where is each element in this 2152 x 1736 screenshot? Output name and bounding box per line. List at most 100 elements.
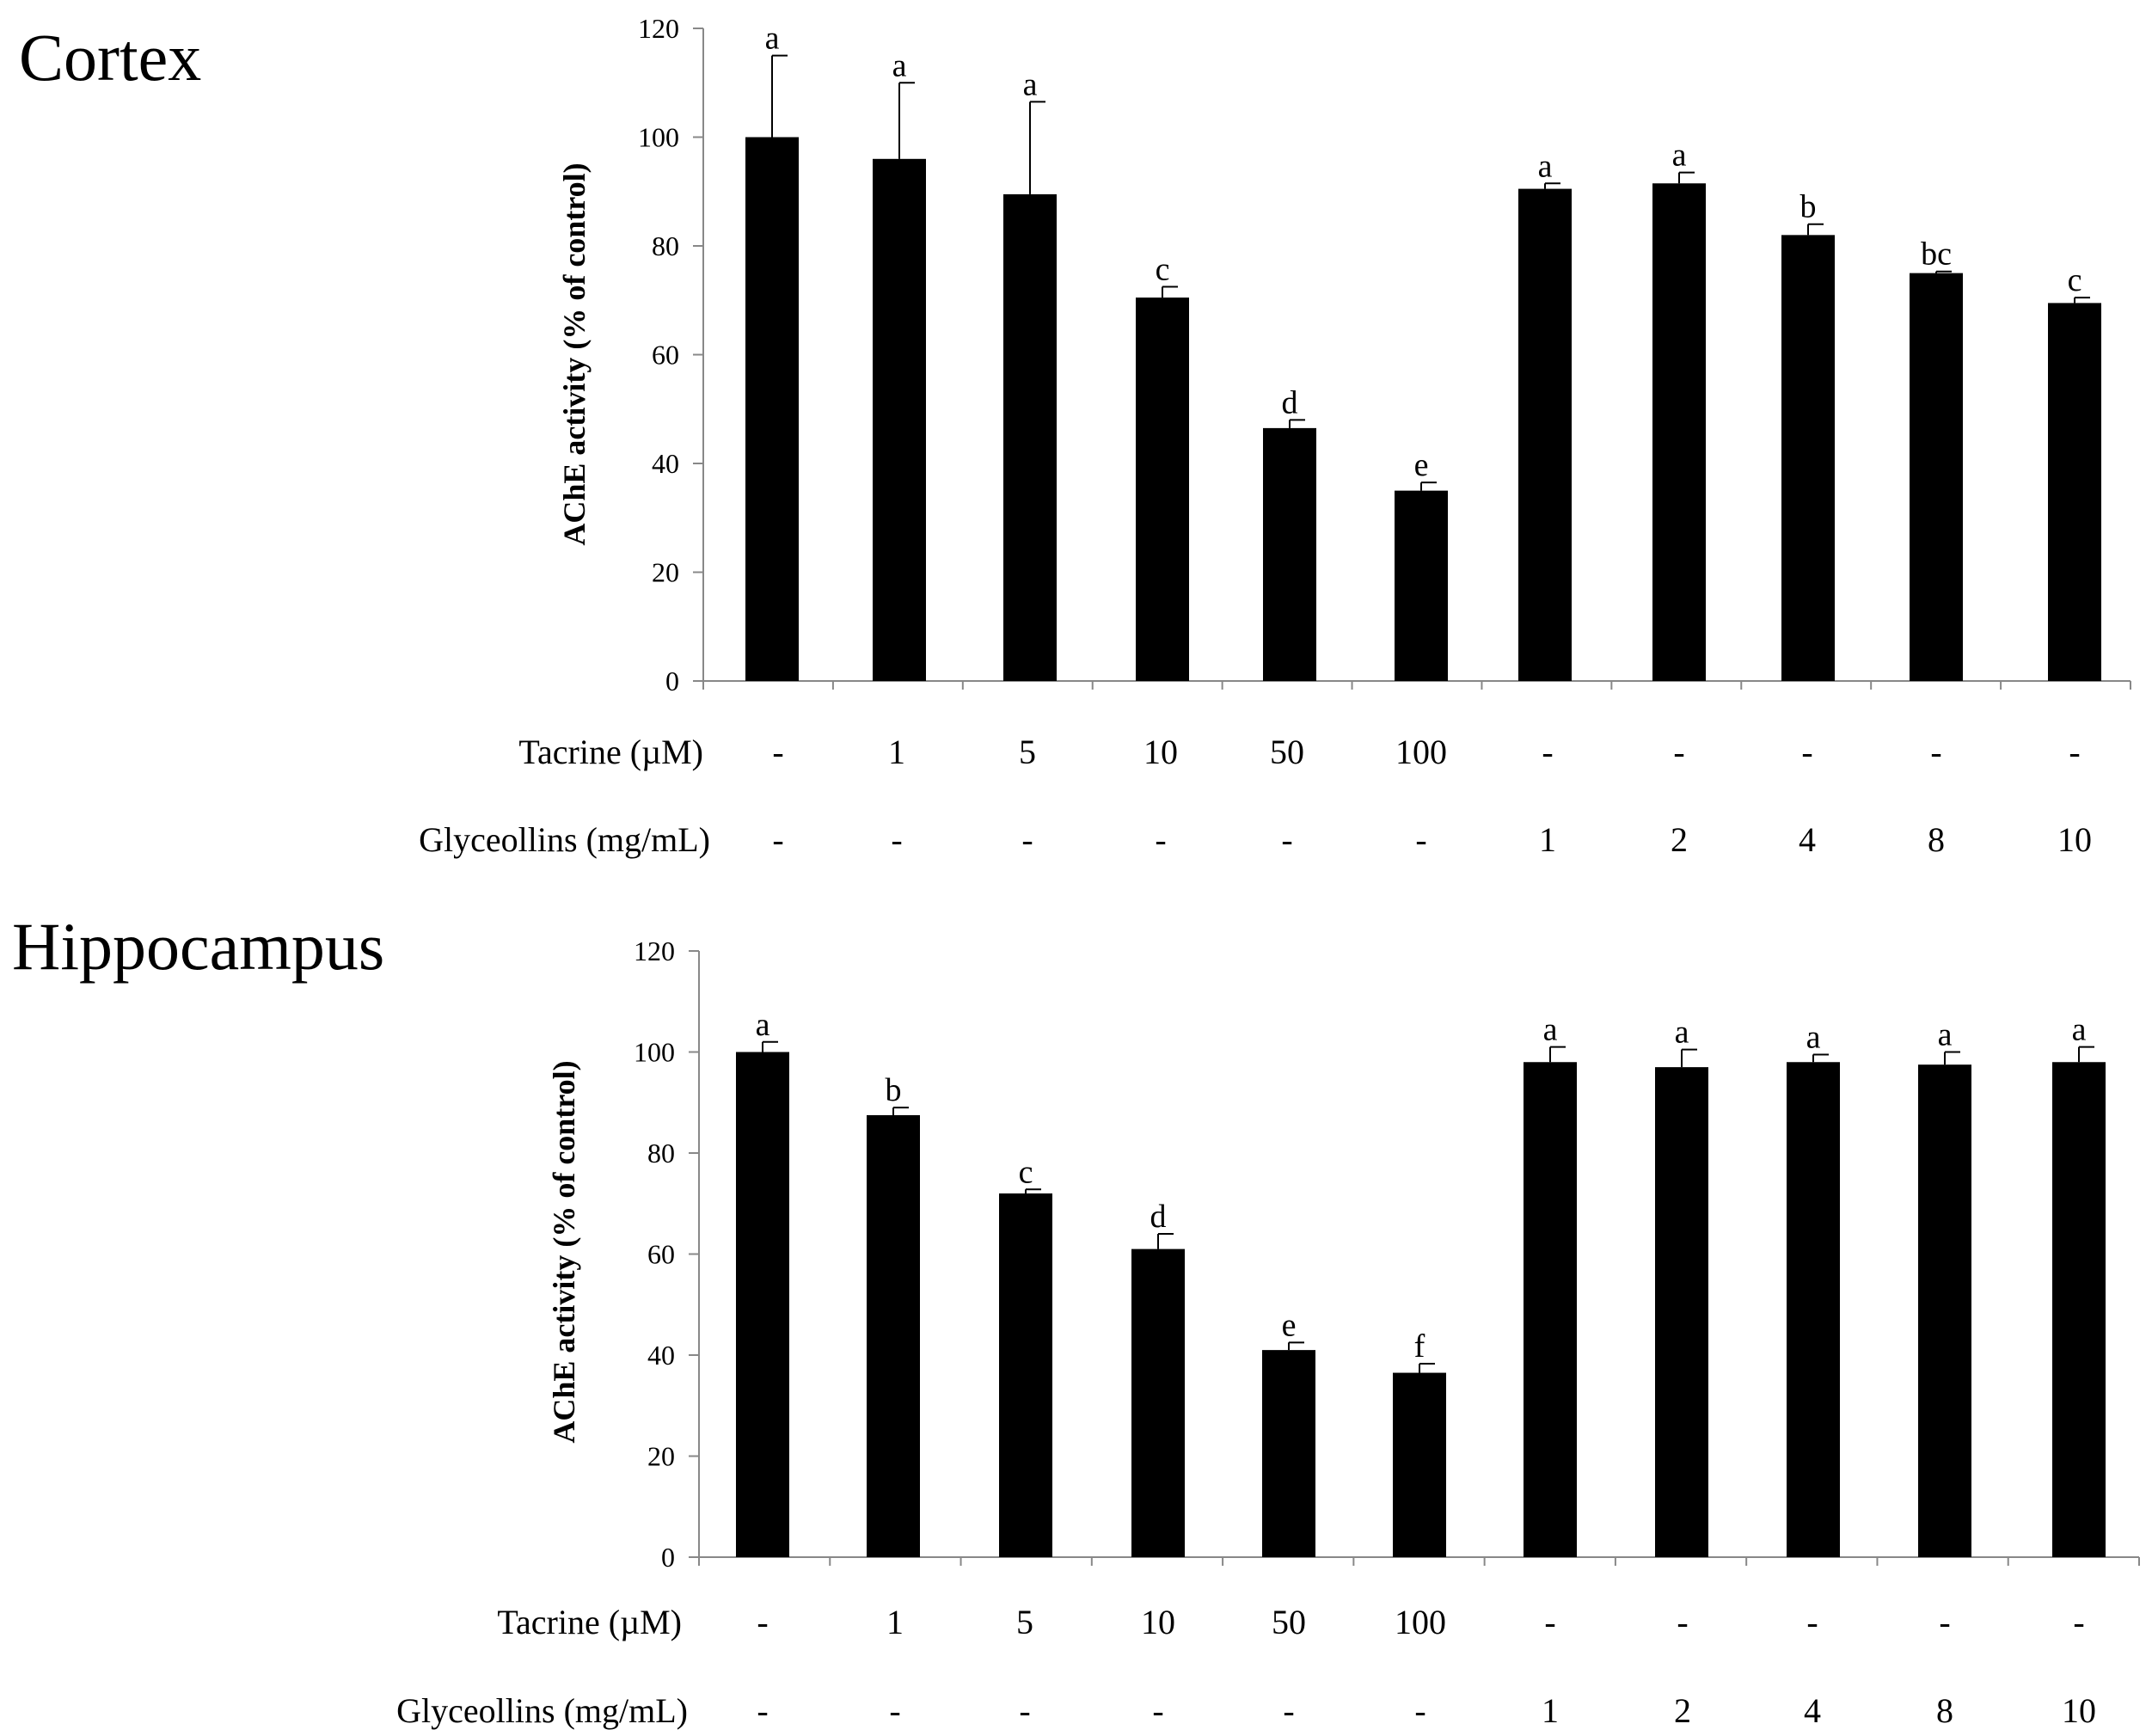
panel2-tacrine-dose: - bbox=[1939, 1603, 1950, 1641]
panel2-significance-letter: a bbox=[1675, 1015, 1689, 1051]
panel2-glyceollins-dose: - bbox=[757, 1691, 768, 1730]
panel1-tacrine-dose: 1 bbox=[888, 733, 905, 771]
panel2-y-tick-label: 0 bbox=[661, 1542, 675, 1573]
panel1-significance-letter: a bbox=[1023, 66, 1038, 102]
panel2-bar bbox=[867, 1114, 920, 1557]
panel2-bar bbox=[1524, 1062, 1577, 1557]
panel2-significance-letter: a bbox=[1938, 1017, 1953, 1053]
panel2-y-tick-label: 20 bbox=[647, 1441, 675, 1472]
panel2-significance-letter: a bbox=[1543, 1012, 1558, 1048]
panel1-significance-letter: c bbox=[2068, 262, 2082, 298]
panel1-y-tick-label: 0 bbox=[665, 666, 679, 696]
panel1-glyceollins-dose: 2 bbox=[1671, 820, 1688, 859]
panel2-bar bbox=[1131, 1248, 1185, 1557]
panel2-tacrine-dose: - bbox=[1806, 1603, 1818, 1641]
panel1-bar bbox=[2048, 303, 2101, 681]
panel2-y-tick-label: 60 bbox=[647, 1239, 675, 1270]
panel2-glyceollins-dose: 8 bbox=[1936, 1691, 1953, 1730]
panel2-tacrine-dose: - bbox=[2073, 1603, 2084, 1641]
panel1-glyceollins-dose: 1 bbox=[1539, 820, 1556, 859]
panel2-y-tick-label: 80 bbox=[647, 1138, 675, 1169]
panel1-bar bbox=[1136, 298, 1189, 681]
panel1-significance-letter: a bbox=[1538, 148, 1553, 184]
panel2-glyceollins-dose: - bbox=[1152, 1691, 1163, 1730]
panel2-y-tick-label: 120 bbox=[634, 935, 675, 966]
panel2-glyceollins-dose: - bbox=[889, 1691, 900, 1730]
panel1-tacrine-dose: 5 bbox=[1019, 733, 1036, 771]
panel2-significance-letter: c bbox=[1019, 1154, 1033, 1190]
panel2-tacrine-dose: - bbox=[757, 1603, 768, 1641]
panel1-bar bbox=[1263, 427, 1316, 681]
panel1-tacrine-label: Tacrine (µM) bbox=[518, 733, 703, 771]
panel1-significance-letter: c bbox=[1156, 251, 1170, 287]
panel1-glyceollins-dose: 4 bbox=[1799, 820, 1816, 859]
panel1-glyceollins-dose: 8 bbox=[1928, 820, 1945, 859]
panel1-significance-letter: d bbox=[1282, 384, 1298, 420]
panel1-y-tick-label: 80 bbox=[652, 230, 679, 261]
panel1-glyceollins-dose: 10 bbox=[2057, 820, 2092, 859]
panel2-tacrine-dose: 5 bbox=[1016, 1603, 1033, 1641]
panel1-bar bbox=[1003, 193, 1057, 682]
panel1-glyceollins-dose: - bbox=[1281, 820, 1292, 859]
panel1-tacrine-dose: 50 bbox=[1270, 733, 1304, 771]
panel1-significance-letter: a bbox=[892, 47, 907, 83]
panel1-glyceollins-dose: - bbox=[772, 820, 783, 859]
panel1-bar bbox=[745, 137, 799, 681]
panel2-bar bbox=[736, 1052, 789, 1557]
panel1-y-tick-label: 40 bbox=[652, 448, 679, 479]
panel2-significance-letter: e bbox=[1282, 1307, 1297, 1343]
panel1-significance-letter: a bbox=[765, 21, 780, 57]
panel1-bar bbox=[1395, 490, 1448, 681]
panel2-y-axis-title: AChE activity (% of control) bbox=[547, 1060, 581, 1443]
panel2-glyceollins-dose: 1 bbox=[1542, 1691, 1559, 1730]
panel2-glyceollins-dose: 4 bbox=[1804, 1691, 1821, 1730]
cortex-chart: 0 20 40 60 80 100 120 AChE activity (% of contr… bbox=[419, 13, 2131, 859]
panel1-significance-letter: b bbox=[1800, 189, 1817, 225]
panel2-glyceollins-dose: 10 bbox=[2062, 1691, 2096, 1730]
panel2-bar bbox=[1655, 1067, 1708, 1557]
panel2-tacrine-label: Tacrine (µM) bbox=[497, 1603, 682, 1641]
panel2-glyceollins-dose: 2 bbox=[1674, 1691, 1691, 1730]
panel1-tacrine-dose: - bbox=[1801, 733, 1812, 771]
panel1-y-tick-label: 60 bbox=[652, 340, 679, 371]
panel2-tacrine-dose: - bbox=[1677, 1603, 1688, 1641]
panel1-bar bbox=[1910, 273, 1963, 681]
panel2-tacrine-dose: - bbox=[1544, 1603, 1555, 1641]
panel1-tacrine-dose: 100 bbox=[1395, 733, 1447, 771]
panel1-bar bbox=[1652, 183, 1706, 681]
hippocampus-chart: 0 20 40 60 80 100 120 AChE activity (% of contr… bbox=[396, 935, 2140, 1730]
panel2-significance-letter: a bbox=[756, 1007, 770, 1043]
panel2-bar bbox=[1262, 1350, 1315, 1557]
panel2-glyceollins-dose: - bbox=[1019, 1691, 1030, 1730]
panel1-significance-letter: bc bbox=[1921, 236, 1952, 273]
panel2-tacrine-dose: 1 bbox=[886, 1603, 904, 1641]
panel2-significance-letter: f bbox=[1414, 1328, 1425, 1365]
panel2-bar bbox=[2052, 1062, 2106, 1557]
panel1-glyceollins-dose: - bbox=[1415, 820, 1426, 859]
panel1-tacrine-dose: - bbox=[772, 733, 783, 771]
panel1-tacrine-dose: - bbox=[2069, 733, 2080, 771]
panel1-bar bbox=[1781, 235, 1835, 682]
panel2-tacrine-dose: 10 bbox=[1141, 1603, 1175, 1641]
panel2-bar bbox=[1918, 1064, 1971, 1557]
panel1-y-tick-label: 20 bbox=[652, 557, 679, 588]
panel1-y-tick-label: 120 bbox=[638, 13, 679, 44]
panel2-bar bbox=[1787, 1062, 1840, 1557]
panel2-bar bbox=[1393, 1372, 1446, 1557]
panel2-tacrine-dose: 50 bbox=[1272, 1603, 1306, 1641]
panel1-y-axis-title: AChE activity (% of control) bbox=[557, 163, 592, 545]
panel2-significance-letter: d bbox=[1150, 1199, 1167, 1235]
panel2-glyceollins-dose: - bbox=[1283, 1691, 1294, 1730]
panel2-glyceollins-label: Glyceollins (mg/mL) bbox=[396, 1691, 688, 1730]
panel1-y-tick-label: 100 bbox=[638, 122, 679, 153]
panel1-significance-letter: e bbox=[1414, 447, 1429, 483]
panel2-significance-letter: b bbox=[886, 1072, 902, 1108]
panel2-bar bbox=[999, 1193, 1052, 1557]
panel1-bar bbox=[873, 158, 926, 682]
panel2-significance-letter: a bbox=[2072, 1012, 2087, 1048]
panel1-significance-letter: a bbox=[1672, 138, 1687, 174]
panel1-glyceollins-label: Glyceollins (mg/mL) bbox=[419, 820, 710, 859]
panel1-tacrine-dose: - bbox=[1673, 733, 1684, 771]
panel-title-cortex: Cortex bbox=[19, 20, 202, 95]
